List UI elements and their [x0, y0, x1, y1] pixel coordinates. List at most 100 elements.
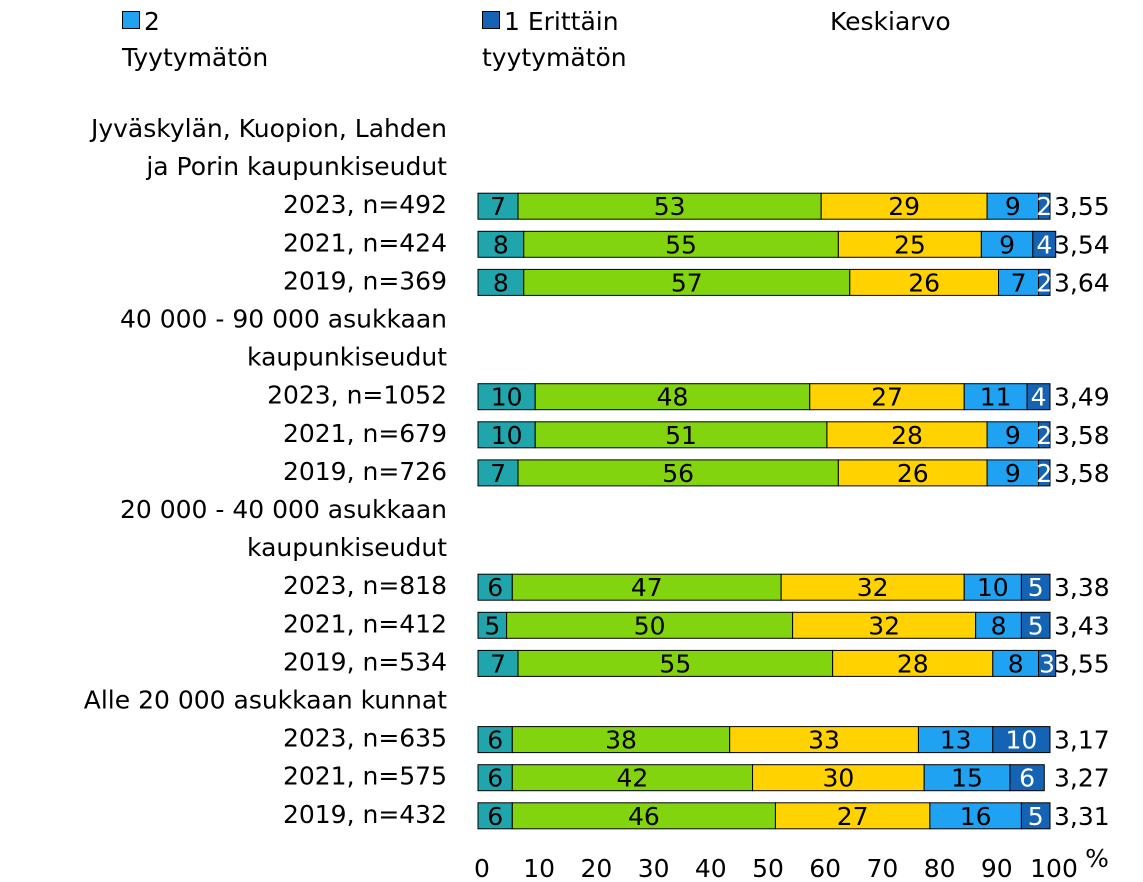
- y-tick-label: 2023, n=1052: [267, 381, 447, 410]
- data-label: 2: [1036, 192, 1052, 221]
- bar-segment: [826, 421, 988, 449]
- bar-segment: [1020, 802, 1051, 830]
- y-tick-label: 40 000 - 90 000 asukkaan: [120, 305, 447, 334]
- bar-segment: [477, 726, 513, 754]
- bar-segment: [975, 611, 1022, 639]
- bar-segment: [986, 459, 1040, 487]
- bar-segment: [1032, 230, 1057, 258]
- x-axis-label: %: [1085, 844, 1109, 873]
- data-label: 7: [490, 459, 506, 488]
- data-label: 8: [991, 611, 1007, 640]
- data-label: 5: [1028, 802, 1044, 831]
- bar-segment: [780, 573, 965, 601]
- data-label: 38: [605, 726, 637, 755]
- data-label: 28: [897, 649, 929, 678]
- x-tick-label: 10: [523, 854, 555, 882]
- bar-segment: [517, 649, 834, 677]
- legend-swatch: [482, 11, 500, 29]
- data-label: 6: [487, 726, 503, 755]
- mean-label: 3,31: [1054, 802, 1110, 831]
- data-label: 32: [868, 611, 900, 640]
- bar-segment: [523, 268, 851, 296]
- data-label: 8: [1008, 649, 1024, 678]
- bar-segment: [477, 192, 519, 220]
- mean-label: 3,58: [1054, 459, 1110, 488]
- mean-label: 3,49: [1054, 383, 1110, 412]
- mean-label: 3,38: [1054, 573, 1110, 602]
- data-label: 10: [977, 573, 1009, 602]
- y-tick-label: 2019, n=369: [283, 266, 447, 295]
- data-label: 29: [888, 192, 920, 221]
- data-label: 2: [1036, 459, 1052, 488]
- data-label: 11: [980, 383, 1012, 412]
- data-label: 5: [484, 611, 500, 640]
- mean-label: 3,43: [1054, 611, 1110, 640]
- data-label: 50: [634, 611, 666, 640]
- data-label: 9: [1005, 459, 1021, 488]
- data-label: 10: [491, 421, 523, 450]
- y-tick-label: kaupunkiseudut: [247, 533, 447, 562]
- bar-segment: [923, 764, 1011, 792]
- data-label: 26: [908, 268, 940, 297]
- data-label: 16: [960, 802, 992, 831]
- y-tick-label: 2019, n=726: [283, 457, 447, 486]
- mean-label: 3,27: [1054, 764, 1110, 793]
- data-label: 6: [487, 802, 503, 831]
- data-label: 15: [951, 764, 983, 793]
- bar-segment: [477, 573, 513, 601]
- y-tick-label: 2021, n=575: [283, 762, 447, 791]
- mean-label: 3,55: [1054, 649, 1110, 678]
- bar-segment: [517, 192, 822, 220]
- data-label: 55: [659, 649, 691, 678]
- mean-label: 3,54: [1054, 230, 1110, 259]
- y-tick-label: Alle 20 000 asukkaan kunnat: [84, 686, 447, 715]
- bar-segment: [980, 230, 1034, 258]
- data-label: 5: [1028, 573, 1044, 602]
- y-tick-label: 2019, n=432: [283, 800, 447, 829]
- bar-segment: [1038, 459, 1051, 487]
- data-label: 56: [662, 459, 694, 488]
- x-tick-label: 60: [809, 854, 841, 882]
- bar-segment: [477, 459, 519, 487]
- data-label: 4: [1031, 383, 1047, 412]
- bar-segment: [998, 268, 1040, 296]
- y-tick-label: Jyväskylän, Kuopion, Lahden: [89, 114, 447, 143]
- bar-segment: [477, 383, 536, 411]
- data-label: 25: [894, 230, 926, 259]
- bar-segment: [1026, 383, 1051, 411]
- data-label: 47: [631, 573, 663, 602]
- bar-segment: [963, 383, 1028, 411]
- bar-segment: [837, 230, 982, 258]
- bar-segment: [963, 573, 1022, 601]
- bar-segment: [534, 383, 811, 411]
- mean-header: Keskiarvo: [830, 7, 951, 36]
- bar-segment: [477, 421, 536, 449]
- x-tick-label: 30: [638, 854, 670, 882]
- data-label: 8: [493, 268, 509, 297]
- x-tick-label: 20: [580, 854, 612, 882]
- bar-segment: [929, 802, 1022, 830]
- mean-label: 3,58: [1054, 421, 1110, 450]
- bar-segment: [849, 268, 1000, 296]
- bar-segment: [523, 230, 839, 258]
- legend-item: 1 Erittäin tyytymätön: [482, 4, 692, 76]
- bar-segment: [511, 802, 776, 830]
- y-tick-label: ja Porin kaupunkiseudut: [145, 152, 447, 181]
- data-label: 57: [671, 268, 703, 297]
- legend-swatch: [122, 11, 140, 29]
- data-label: 27: [837, 802, 869, 831]
- data-label: 53: [654, 192, 686, 221]
- bar-segment: [1038, 268, 1051, 296]
- data-label: 7: [490, 649, 506, 678]
- data-label: 10: [1005, 726, 1037, 755]
- bar-segment: [534, 421, 828, 449]
- bar-segment: [837, 459, 988, 487]
- x-tick-label: 90: [981, 854, 1013, 882]
- data-label: 9: [1005, 421, 1021, 450]
- y-tick-label: 2021, n=424: [283, 228, 447, 257]
- bar-segment: [986, 421, 1040, 449]
- mean-label: 3,17: [1054, 726, 1110, 755]
- data-label: 48: [657, 383, 689, 412]
